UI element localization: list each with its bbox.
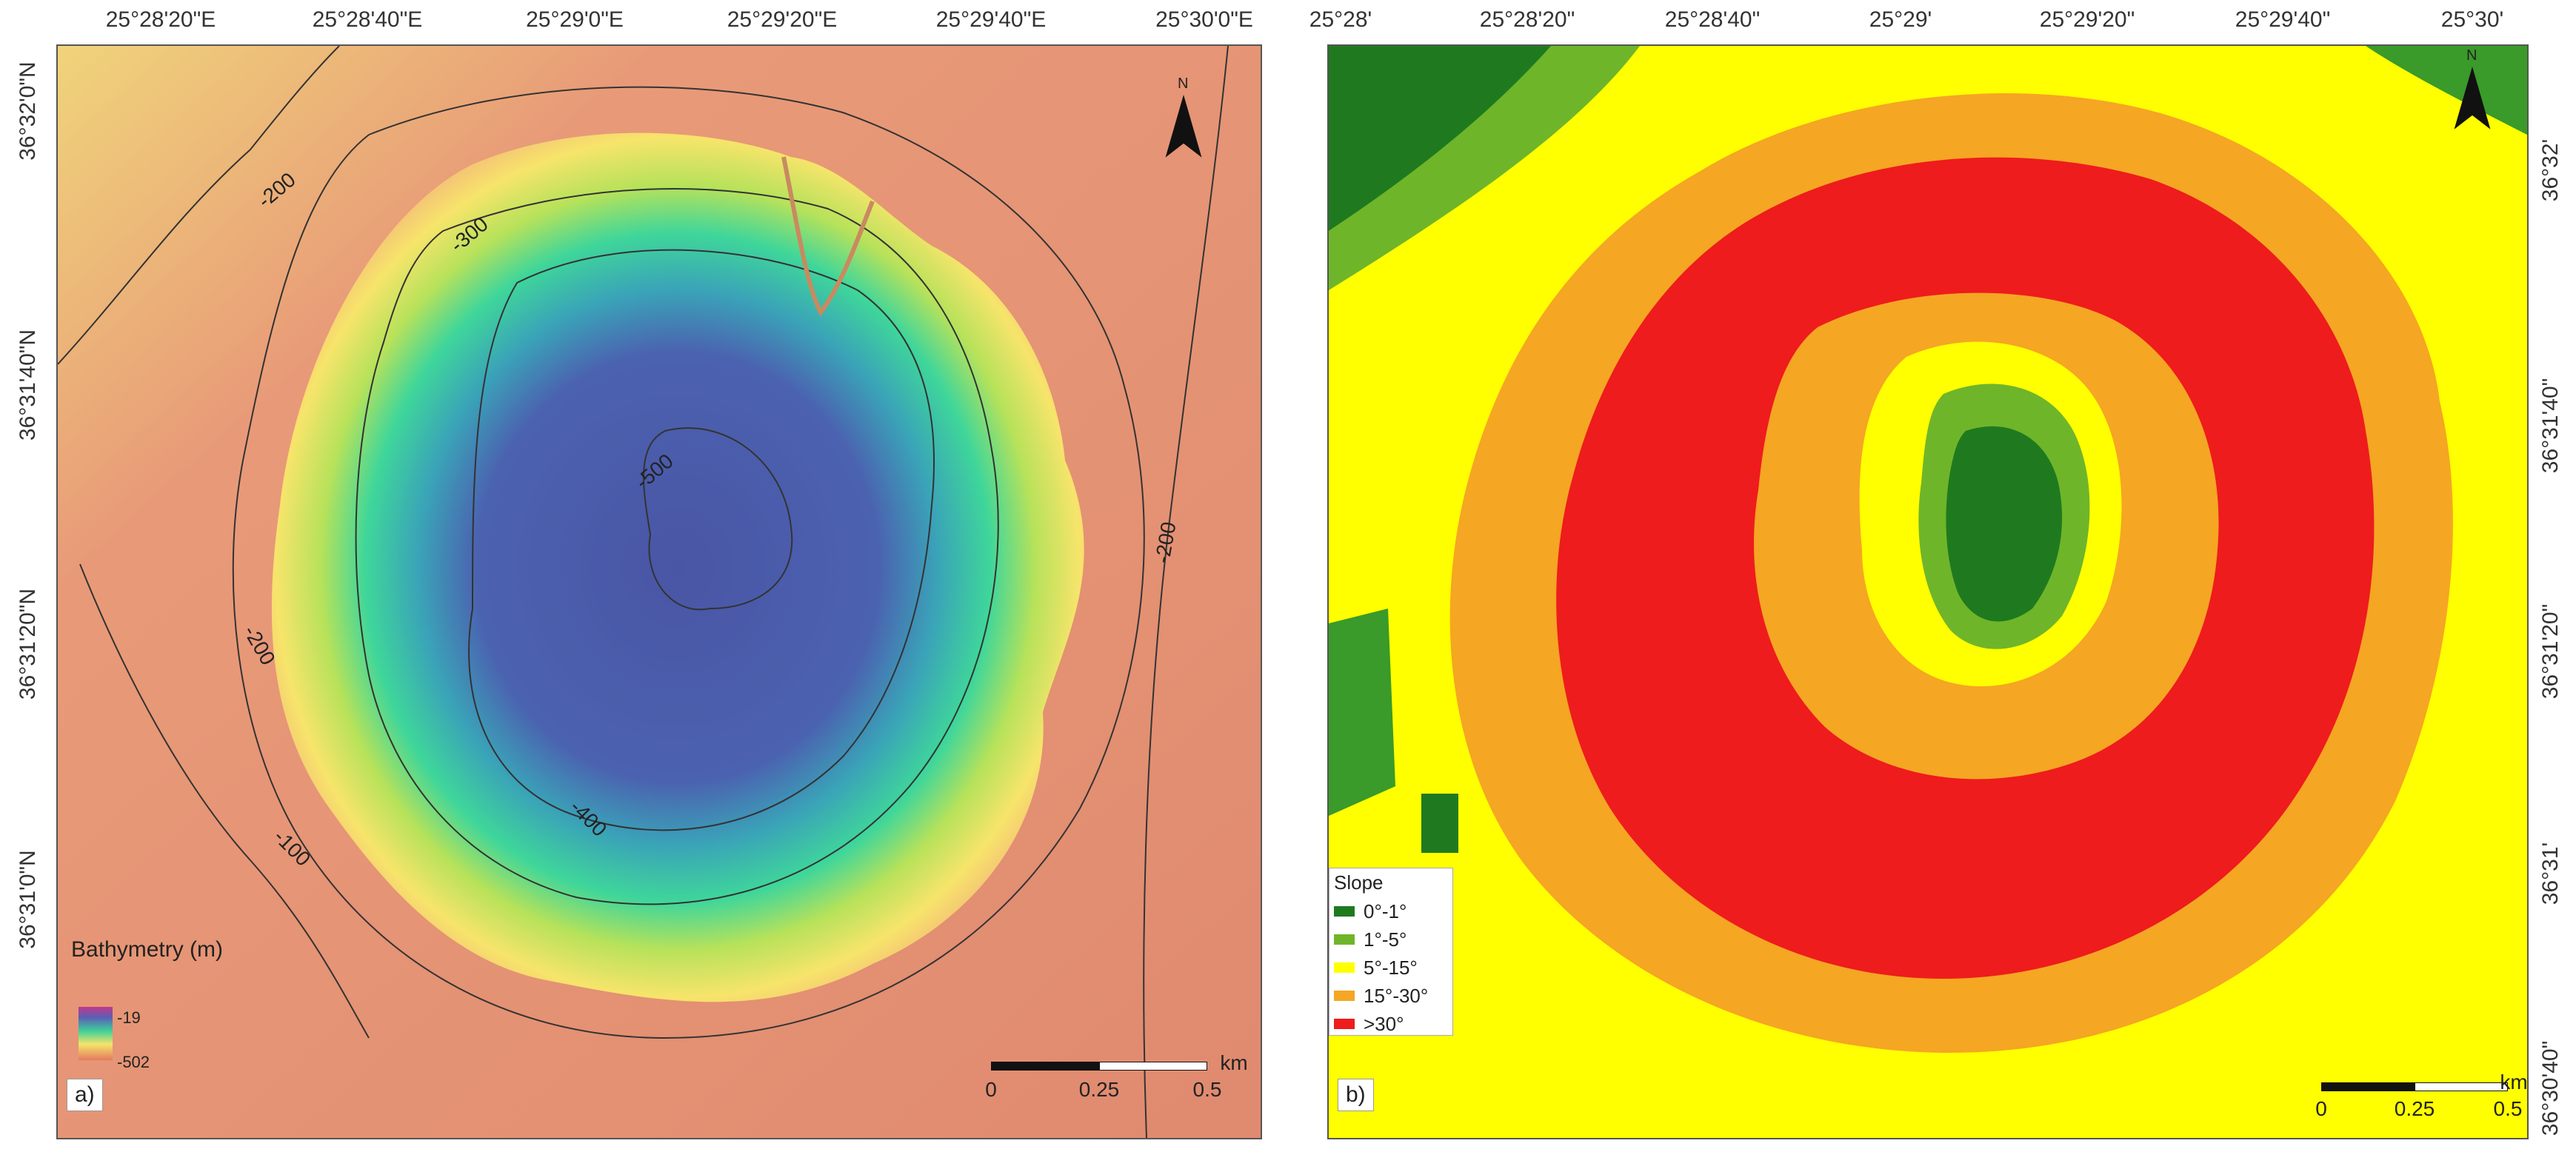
north-arrow-icon xyxy=(2454,67,2491,130)
contour-100 xyxy=(79,563,370,1039)
slope-legend-item: 0°-1° xyxy=(1329,897,1452,925)
panel-a-left-tick-3: 36°31'20"N xyxy=(16,588,40,700)
scale-label-0: 0 xyxy=(2315,1097,2327,1120)
panel-b-top-tick-2: 25°28'20" xyxy=(1479,7,1575,32)
slope-legend-items: 0°-1° 1°-5° 5°-15° 15°-30° >30° xyxy=(1329,897,1452,1038)
slope-legend-item: 15°-30° xyxy=(1329,982,1452,1010)
panel-b-top-tick-7: 25°30' xyxy=(2440,7,2504,32)
panel-a-top-tick-5: 25°29'40"E xyxy=(935,7,1047,32)
slope-map-panel: Slope 0°-1° 1°-5° 5°-15° 15°-30° >30° b) N k… xyxy=(1327,44,2529,1139)
scale-label-05: 0.5 xyxy=(1192,1078,1222,1101)
slope-legend-swatch xyxy=(1334,991,1355,1001)
panel-b-top-tick-6: 25°29'40" xyxy=(2235,7,2331,32)
panel-b-top-tick-1: 25°28' xyxy=(1309,7,1372,32)
north-arrow-a: N xyxy=(1161,76,1206,164)
contour-200-east xyxy=(1143,46,1229,1138)
panel-b-right-tick-5: 36°30'40" xyxy=(2538,1040,2563,1136)
bathymetry-color-ramp xyxy=(79,1007,113,1060)
slope-legend-item: >30° xyxy=(1329,1010,1452,1038)
panel-b-top-tick-4: 25°29' xyxy=(1869,7,1932,32)
panel-a-top-tick-3: 25°29'0"E xyxy=(526,7,624,32)
slope-legend-label: 0°-1° xyxy=(1364,900,1407,922)
slope-legend-label: >30° xyxy=(1364,1012,1404,1035)
slope-legend-swatch xyxy=(1334,906,1355,917)
slope-legend-swatch xyxy=(1334,962,1355,973)
north-arrow-icon xyxy=(1165,95,1202,158)
panel-a-left-tick-4: 36°31'0"N xyxy=(16,850,40,949)
panel-a-left-tick-1: 36°32'0"N xyxy=(16,61,40,161)
contour-300 xyxy=(355,188,999,905)
scale-label-05: 0.5 xyxy=(2493,1097,2523,1120)
north-arrow-b: N xyxy=(2450,47,2495,136)
slope-legend-swatch xyxy=(1334,1019,1355,1029)
slope-low-region-w xyxy=(1329,609,1395,816)
panel-b-right-tick-1: 36°32' xyxy=(2538,138,2563,202)
panel-b-right-tick-3: 36°31'20" xyxy=(2538,603,2563,700)
panel-b-right-tick-4: 36°31' xyxy=(2538,842,2563,905)
contour-200-regional xyxy=(58,46,340,365)
slope-low-region-ne xyxy=(2366,46,2527,135)
panel-b-label: b) xyxy=(1338,1079,1374,1111)
slope-low-patch xyxy=(1421,794,1458,853)
scale-label-0: 0 xyxy=(985,1078,997,1101)
scale-label-025: 0.25 xyxy=(1078,1078,1120,1101)
panel-a-top-tick-2: 25°28'40"E xyxy=(312,7,423,32)
slope-low-region xyxy=(1329,46,1551,231)
slope-legend-title: Slope xyxy=(1334,871,1384,894)
scale-bar-b: km 0 0.25 0.5 xyxy=(2314,1071,2527,1138)
panel-a-top-tick-6: 25°30'0"E xyxy=(1155,7,1253,32)
slope-legend-label: 5°-15° xyxy=(1364,956,1418,979)
bathymetry-legend-title: Bathymetry (m) xyxy=(71,937,224,962)
slope-0-1-core xyxy=(1946,426,2063,622)
panel-b-top-tick-5: 25°29'20" xyxy=(2039,7,2135,32)
slope-legend-label: 15°-30° xyxy=(1364,984,1429,1007)
panel-b-top-tick-3: 25°28'40" xyxy=(1664,7,1761,32)
slope-gentle-region xyxy=(1329,46,1640,290)
bathymetry-legend: Bathymetry (m) -19 -502 xyxy=(68,934,268,1075)
slope-map xyxy=(1329,46,2527,1138)
slope-legend-swatch xyxy=(1334,934,1355,945)
scale-label-025: 0.25 xyxy=(2394,1097,2435,1120)
panel-a-label: a) xyxy=(67,1079,103,1111)
slope-legend-item: 5°-15° xyxy=(1329,954,1452,982)
bathymetry-map: -200 -300 -500 -200 -200 -100 -400 xyxy=(58,46,1261,1138)
contour-500 xyxy=(643,427,793,611)
contour-200-outer xyxy=(232,86,1145,1039)
panel-a-left-tick-2: 36°31'40"N xyxy=(16,329,40,441)
panel-a-top-tick-4: 25°29'20"E xyxy=(727,7,838,32)
north-label: N xyxy=(2466,47,2477,64)
contour-400 xyxy=(468,249,935,831)
scale-bar-a: km 0 0.25 0.5 xyxy=(976,1051,1258,1127)
bathymetry-legend-min: -502 xyxy=(117,1053,150,1071)
panel-b-right-tick-2: 36°31'40" xyxy=(2538,378,2563,474)
slope-legend: Slope 0°-1° 1°-5° 5°-15° 15°-30° >30° xyxy=(1329,868,1453,1036)
scale-unit: km xyxy=(1220,1051,1248,1074)
slope-legend-label: 1°-5° xyxy=(1364,928,1407,951)
scale-unit: km xyxy=(2500,1071,2528,1093)
north-label: N xyxy=(1178,76,1189,92)
panel-a-top-tick-1: 25°28'20"E xyxy=(105,7,216,32)
crater-basin xyxy=(271,133,1084,1002)
slope-legend-item: 1°-5° xyxy=(1329,925,1452,954)
bathymetry-legend-max: -19 xyxy=(117,1008,141,1027)
bathymetry-map-panel: -200 -300 -500 -200 -200 -100 -400 Bathy… xyxy=(56,44,1262,1139)
northern-notch xyxy=(781,156,875,317)
